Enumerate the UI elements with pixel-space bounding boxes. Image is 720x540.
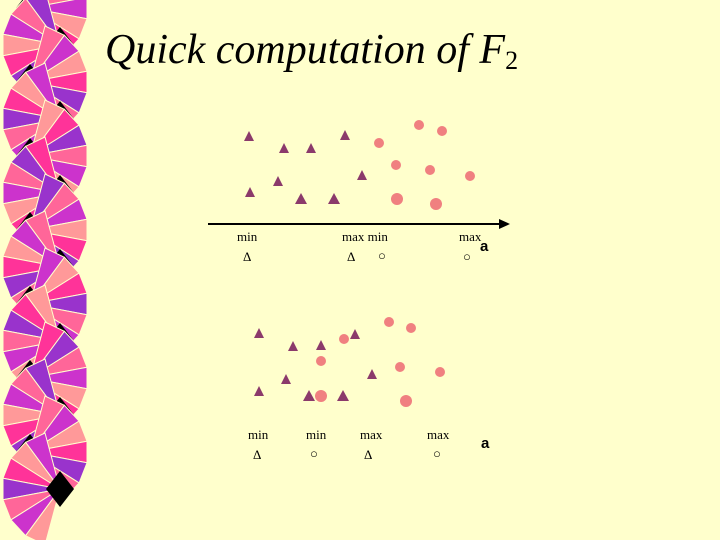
circle-marker [430,198,442,210]
triangle-marker [245,187,255,197]
circle-marker [435,367,445,377]
top-circles [374,120,475,210]
triangle-marker [357,170,367,180]
label-min: min [248,427,269,442]
bottom-triangles [254,328,377,401]
triangle-marker [288,341,298,351]
triangle-marker [244,131,254,141]
fan-ornament [2,432,74,540]
triangle-marker [337,390,349,401]
delta-symbol: Δ [364,447,372,462]
circle-marker [425,165,435,175]
slide-title: Quick computation of F2 [105,26,518,76]
circle-symbol: ○ [378,248,386,263]
triangle-marker [279,143,289,153]
triangle-marker [340,130,350,140]
label-max: max [459,229,482,244]
circle-marker [437,126,447,136]
delta-symbol: Δ [347,249,355,264]
delta-symbol: Δ [243,249,251,264]
label-max-min: max min [342,229,388,244]
triangle-marker [295,193,307,204]
top-axis [208,219,510,229]
circle-marker [395,362,405,372]
top-group: min max min max a Δ Δ ○ ○ [208,120,510,264]
circle-marker [384,317,394,327]
circle-marker [374,138,384,148]
triangle-marker [350,329,360,339]
circle-marker [391,160,401,170]
circle-marker [414,120,424,130]
bottom-group: min min max max a Δ ○ Δ ○ [248,317,490,462]
triangle-marker [328,193,340,204]
circle-symbol: ○ [463,249,471,264]
circle-symbol: ○ [310,446,318,461]
diamond-icon [46,471,74,507]
triangle-marker [306,143,316,153]
circle-marker [465,171,475,181]
triangle-marker [281,374,291,384]
triangle-marker [367,369,377,379]
title-subscript: 2 [505,46,519,75]
fan-blade [24,488,61,540]
decorative-fan-border [2,0,88,540]
circle-marker [406,323,416,333]
triangle-marker [254,328,264,338]
label-max: max [427,427,450,442]
circle-marker [400,395,412,407]
delta-symbol: Δ [253,447,261,462]
circle-marker [339,334,349,344]
label-min: min [237,229,258,244]
circle-marker [316,356,326,366]
circle-marker [315,390,327,402]
top-triangles [244,130,367,204]
label-max: max [360,427,383,442]
label-min: min [306,427,327,442]
triangle-marker [254,386,264,396]
circle-marker [391,193,403,205]
triangle-marker [303,390,315,401]
axis-symbol-a: a [480,238,489,255]
title-main: Quick computation of F [105,27,506,73]
circle-symbol: ○ [433,446,441,461]
triangle-marker [273,176,283,186]
bottom-circles [315,317,445,407]
axis-symbol-a: a [481,435,490,452]
axis-arrowhead [499,219,510,229]
triangle-marker [316,340,326,350]
